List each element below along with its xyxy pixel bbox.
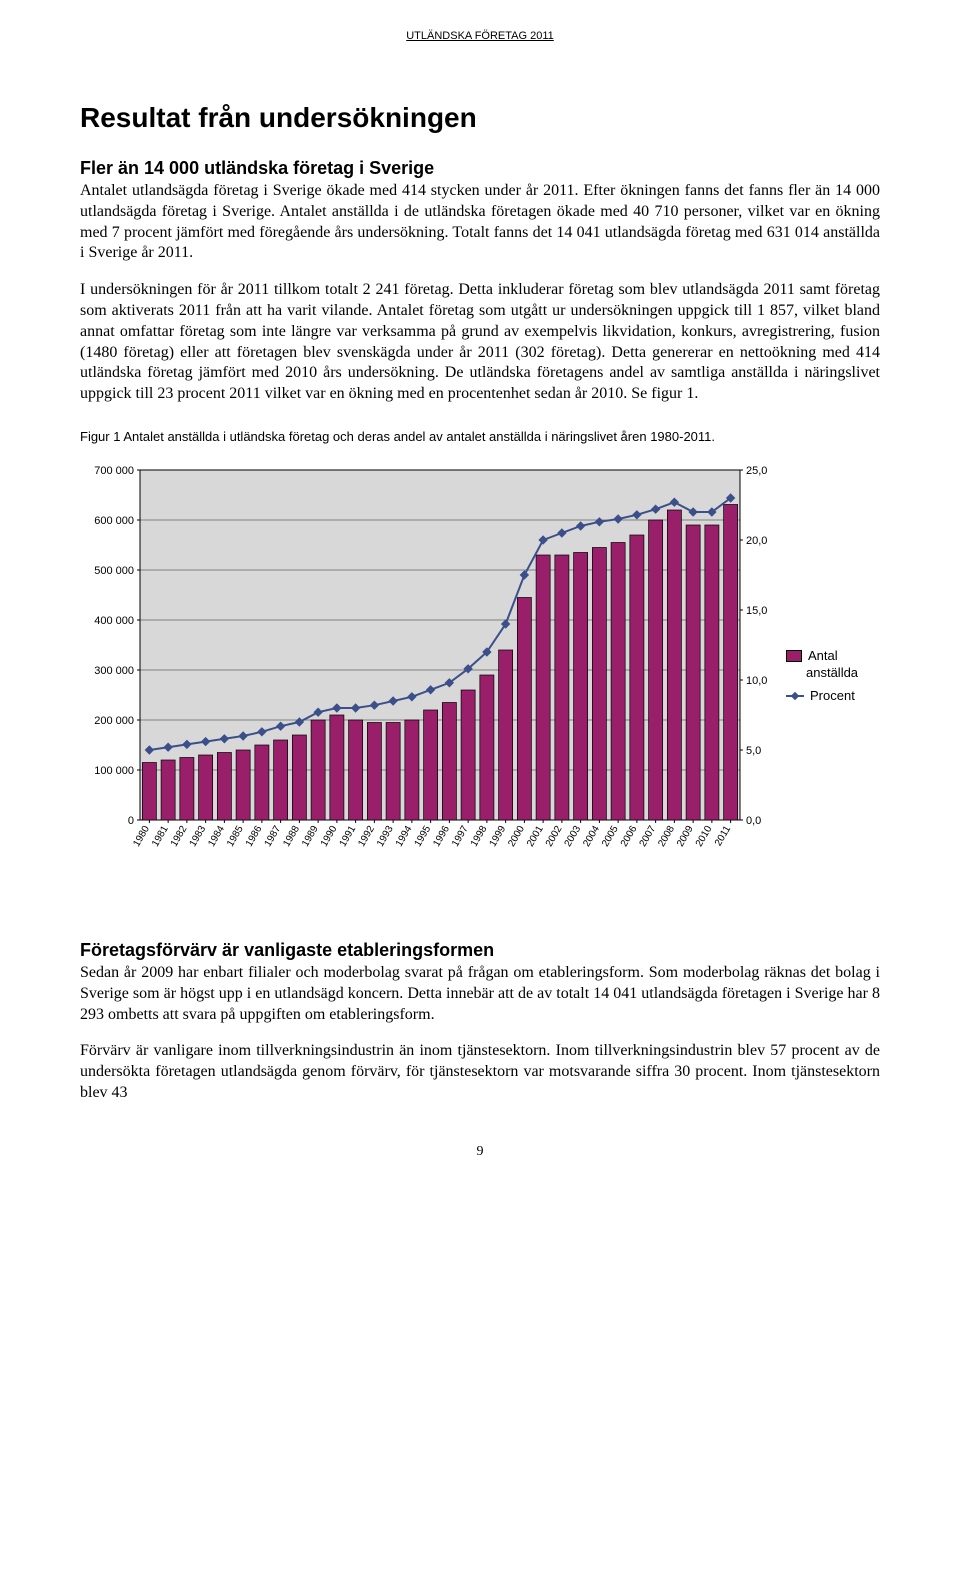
legend-label-line: Procent xyxy=(810,688,855,703)
svg-text:1994: 1994 xyxy=(394,824,415,849)
svg-text:2001: 2001 xyxy=(525,824,546,849)
legend-label-bars-2: anställda xyxy=(806,665,858,680)
heading-section-1: Fler än 14 000 utländska företag i Sveri… xyxy=(80,158,880,179)
paragraph-4: Förvärv är vanligare inom tillverkningsi… xyxy=(80,1041,880,1103)
svg-text:1990: 1990 xyxy=(319,824,340,849)
svg-text:1995: 1995 xyxy=(413,824,434,849)
svg-text:0,0: 0,0 xyxy=(746,815,761,827)
svg-text:1984: 1984 xyxy=(206,824,227,849)
heading-section-2: Företagsförvärv är vanligaste etablering… xyxy=(80,940,880,961)
svg-text:2009: 2009 xyxy=(675,824,696,849)
svg-text:100 000: 100 000 xyxy=(94,765,134,777)
legend-item-bars: Antal xyxy=(786,648,858,663)
svg-text:1981: 1981 xyxy=(150,824,171,849)
page-header: UTLÄNDSKA FÖRETAG 2011 xyxy=(80,30,880,42)
svg-text:10,0: 10,0 xyxy=(746,675,767,687)
svg-text:1997: 1997 xyxy=(450,824,471,849)
svg-text:400 000: 400 000 xyxy=(94,615,134,627)
legend-item-line: Procent xyxy=(786,688,858,703)
svg-text:25,0: 25,0 xyxy=(746,465,767,477)
legend-swatch-line xyxy=(786,695,804,697)
svg-text:2008: 2008 xyxy=(656,824,677,849)
svg-text:1996: 1996 xyxy=(431,824,452,849)
svg-text:1989: 1989 xyxy=(300,824,321,849)
svg-text:2000: 2000 xyxy=(506,824,527,849)
heading-main: Resultat från undersökningen xyxy=(80,102,880,134)
svg-text:5,0: 5,0 xyxy=(746,745,761,757)
svg-text:20,0: 20,0 xyxy=(746,535,767,547)
svg-text:300 000: 300 000 xyxy=(94,665,134,677)
svg-text:1985: 1985 xyxy=(225,824,246,849)
paragraph-3: Sedan år 2009 har enbart filialer och mo… xyxy=(80,963,880,1025)
page: UTLÄNDSKA FÖRETAG 2011 Resultat från und… xyxy=(0,0,960,1190)
paragraph-1: Antalet utlandsägda företag i Sverige ök… xyxy=(80,181,880,264)
svg-text:1980: 1980 xyxy=(131,824,152,849)
svg-text:1988: 1988 xyxy=(281,824,302,849)
svg-text:1987: 1987 xyxy=(263,824,284,849)
svg-text:0: 0 xyxy=(128,815,134,827)
paragraph-2: I undersökningen för år 2011 tillkom tot… xyxy=(80,280,880,405)
svg-text:1983: 1983 xyxy=(188,824,209,849)
legend-label-bars: Antal xyxy=(808,648,838,663)
svg-text:2005: 2005 xyxy=(600,824,621,849)
svg-text:1986: 1986 xyxy=(244,824,265,849)
svg-text:1991: 1991 xyxy=(338,824,359,849)
svg-text:200 000: 200 000 xyxy=(94,715,134,727)
svg-text:1993: 1993 xyxy=(375,824,396,849)
svg-text:2002: 2002 xyxy=(544,824,565,849)
legend-swatch-bar xyxy=(786,650,802,662)
svg-text:2007: 2007 xyxy=(638,824,659,849)
svg-text:2003: 2003 xyxy=(563,824,584,849)
svg-text:1982: 1982 xyxy=(169,824,190,849)
svg-text:1992: 1992 xyxy=(356,824,377,849)
svg-text:500 000: 500 000 xyxy=(94,565,134,577)
legend-item-bars-line2: anställda xyxy=(806,665,858,680)
svg-text:2010: 2010 xyxy=(694,824,715,849)
chart-figure: 0 100 000 200 000 300 000 400 000 500 000 600 … xyxy=(80,460,780,900)
svg-text:15,0: 15,0 xyxy=(746,605,767,617)
figure-caption: Figur 1 Antalet anställda i utländska fö… xyxy=(80,429,880,444)
svg-text:700 000: 700 000 xyxy=(94,465,134,477)
svg-text:2011: 2011 xyxy=(713,824,733,849)
svg-text:1999: 1999 xyxy=(488,824,509,849)
page-number: 9 xyxy=(80,1144,880,1160)
chart-legend: Antal anställda Procent xyxy=(786,648,858,711)
svg-text:2006: 2006 xyxy=(619,824,640,849)
chart-container: 0 100 000 200 000 300 000 400 000 500 000 600 … xyxy=(80,460,880,900)
svg-text:600 000: 600 000 xyxy=(94,515,134,527)
svg-text:2004: 2004 xyxy=(581,824,602,849)
svg-text:1998: 1998 xyxy=(469,824,490,849)
